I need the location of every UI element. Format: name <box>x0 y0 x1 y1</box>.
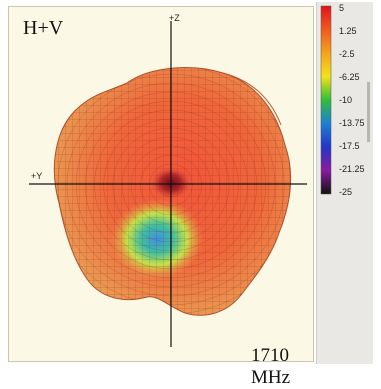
chart-title: H+V <box>23 17 64 39</box>
colorbar-tick-label: -21.25 <box>339 164 365 174</box>
colorbar-tick-label: -6.25 <box>339 72 360 82</box>
colorbar-tick-label: 5 <box>339 3 345 13</box>
colorbar-scrollbar[interactable] <box>367 82 370 142</box>
colorbar-svg <box>320 5 370 195</box>
colorbar-tick-label: -25 <box>339 187 353 197</box>
colorbar-panel: 5 1.25 -2.5 -6.25 -10 -13.75 -17.5 -21.25 -25 <box>316 2 373 364</box>
colorbar-tick-label: -2.5 <box>339 49 355 59</box>
colorbar <box>320 5 332 195</box>
z-axis-label: +Z <box>169 13 180 23</box>
colorbar-tick-label: -10 <box>339 95 353 105</box>
colorbar-tick-label: 1.25 <box>339 26 357 36</box>
upper-right-lobe-edge <box>222 72 282 126</box>
pattern-svg <box>29 21 307 347</box>
pattern-surface <box>53 67 292 316</box>
plot-area: H+V +Z +Y 1710 MHz <box>8 6 314 388</box>
pattern-figure: H+V +Z +Y 1710 MHz 5 1.25 -2.5 -6.25 -10 -13.… <box>8 2 373 388</box>
frequency-label: 1710 MHz <box>251 345 291 388</box>
colorbar-tick-label: -17.5 <box>339 141 360 151</box>
colorbar-tick-label: -13.75 <box>339 118 365 128</box>
y-axis-label: +Y <box>31 171 43 181</box>
